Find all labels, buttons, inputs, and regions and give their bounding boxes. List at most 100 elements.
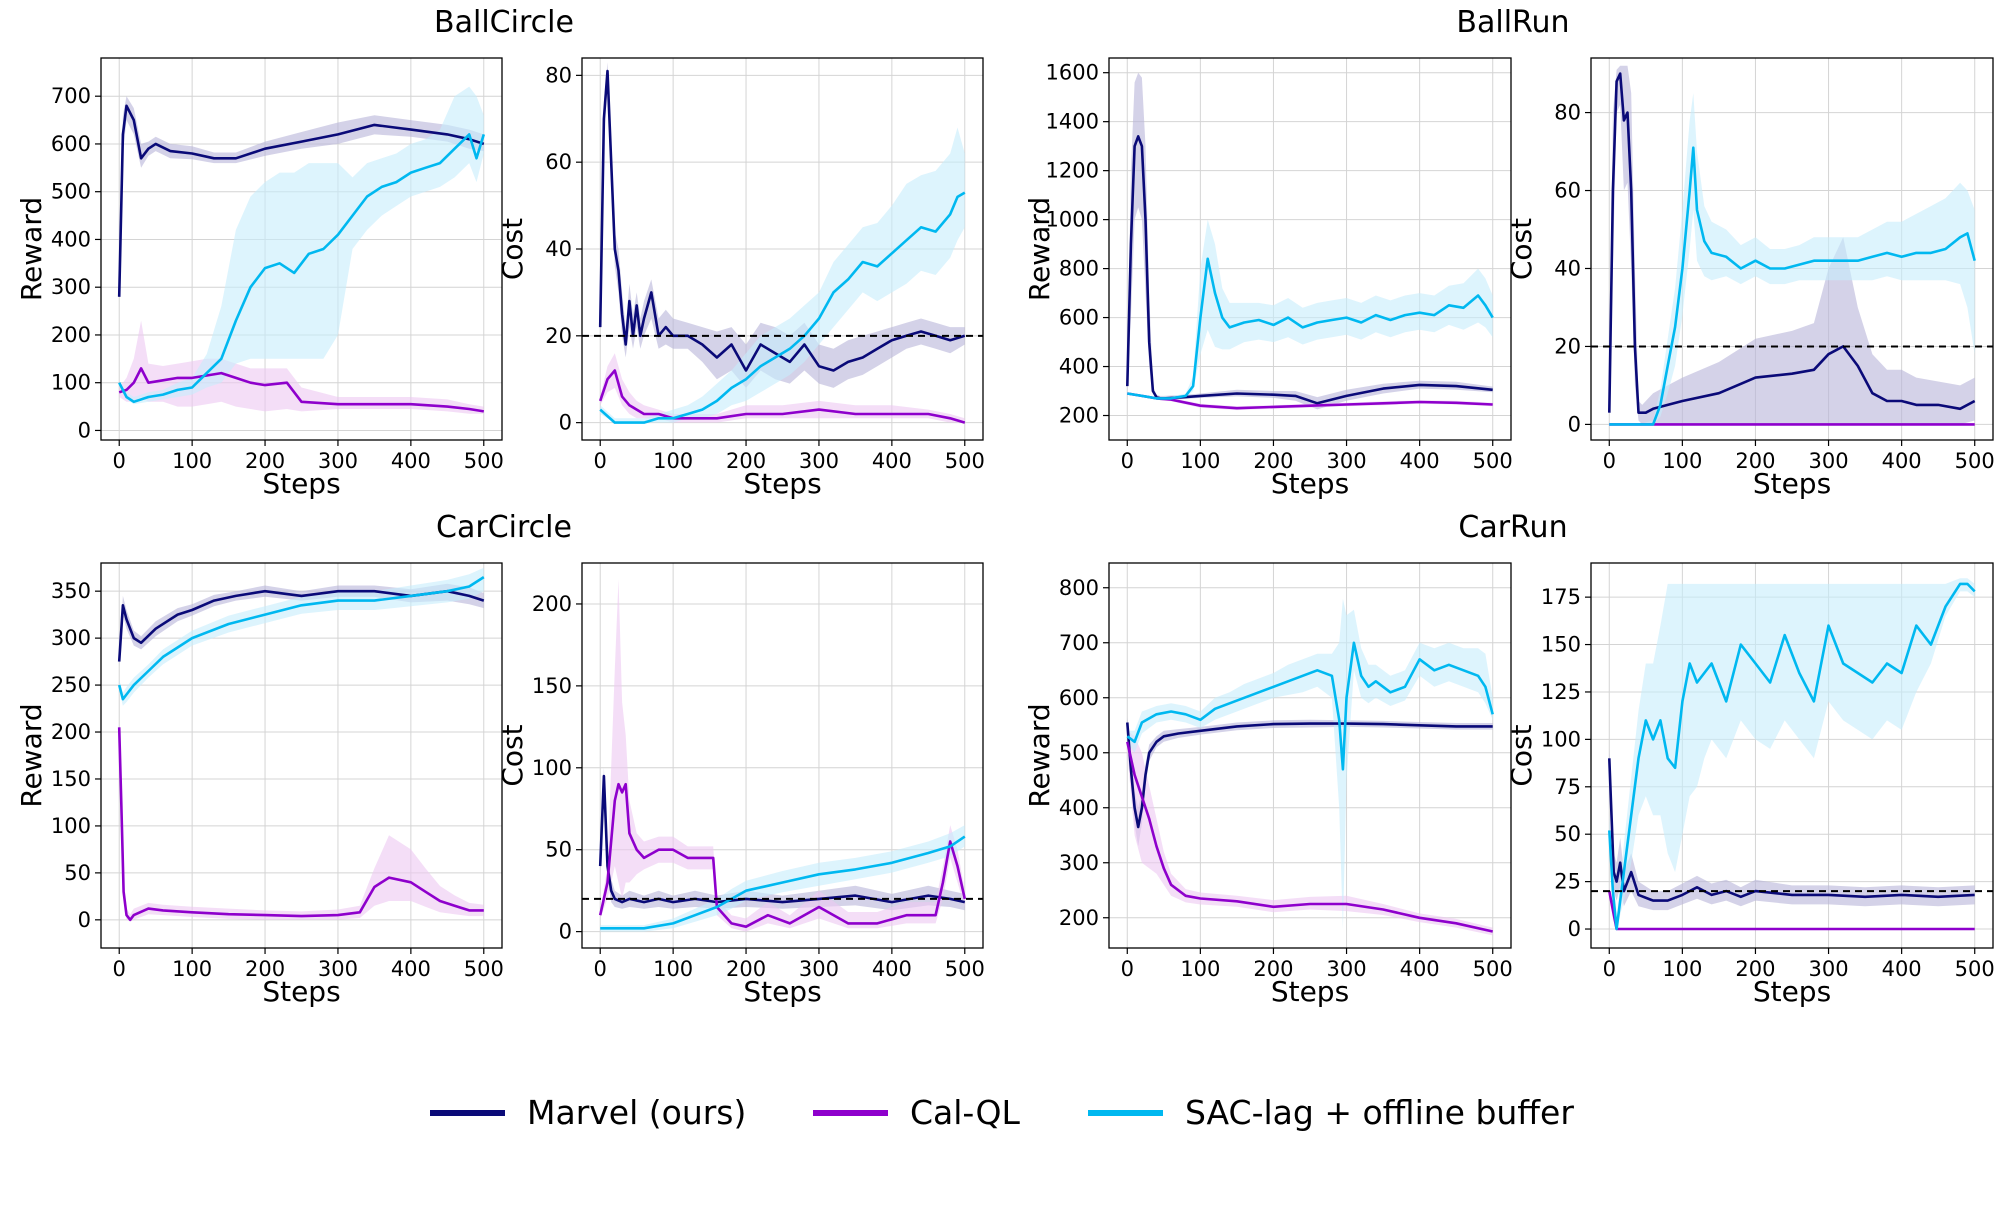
y-tick-label: 200 <box>51 323 91 347</box>
plot-area <box>1126 598 1494 936</box>
x-tick-label: 200 <box>245 449 285 473</box>
band-marvel <box>1127 717 1493 847</box>
legend-label-sac: SAC-lag + offline buffer <box>1185 1093 1574 1132</box>
x-tick-label: 100 <box>653 449 693 473</box>
panel-frame <box>1590 57 1994 441</box>
series-line-marvel <box>1126 135 1493 405</box>
x-tick-label: 0 <box>594 957 607 981</box>
x-axis-label: Steps <box>1753 467 1831 500</box>
x-tick-label: 100 <box>1180 449 1220 473</box>
x-tick-label: 500 <box>1955 449 1995 473</box>
x-axis-label: Steps <box>1753 975 1831 1008</box>
y-axis-label: Cost <box>1505 218 1538 280</box>
x-tick-label: 100 <box>172 957 212 981</box>
x-axis-label: Steps <box>1271 975 1349 1008</box>
y-tick-label: 20 <box>545 324 572 348</box>
y-tick-label: 400 <box>1059 355 1099 379</box>
x-tick-label: 300 <box>1326 957 1366 981</box>
x-tick-label: 200 <box>1735 449 1775 473</box>
x-axis-label: Steps <box>743 467 821 500</box>
x-axis-label: Steps <box>743 975 821 1008</box>
x-tick-label: 300 <box>1808 449 1848 473</box>
panel-carrun-reward: 0 100 200 300 400 500 200 300 400 500 600 700 800 Ste… <box>1023 562 1513 1008</box>
y-tick-label: 250 <box>51 673 91 697</box>
y-tick-label: 50 <box>64 861 91 885</box>
y-tick-label: 350 <box>51 579 91 603</box>
x-tick-label: 200 <box>1735 957 1775 981</box>
band-sac <box>600 825 965 932</box>
y-tick-label: 80 <box>545 63 572 87</box>
x-tick-label: 200 <box>726 449 766 473</box>
x-tick-label: 0 <box>113 449 126 473</box>
plot-area <box>1591 578 1993 931</box>
y-axis-label: Cost <box>496 218 529 280</box>
panels: 0 100 200 300 400 5000100200300400500600700St… <box>15 57 1995 1008</box>
y-tick-label: 60 <box>1554 179 1581 203</box>
y-tick-label: 600 <box>1059 306 1099 330</box>
series-line-sac <box>599 191 966 424</box>
panel-carcircle-reward: 0 100 200 300 400 500 0 50 100 150 200 250 300 350 Ste… <box>15 562 504 1008</box>
y-tick-label: 1000 <box>1046 208 1099 232</box>
y-axis-label: Reward <box>15 197 48 301</box>
y-tick-label: 75 <box>1554 775 1581 799</box>
panel-frame <box>1108 57 1512 441</box>
band-marvel <box>119 583 484 667</box>
band-calql <box>119 320 484 414</box>
y-tick-label: 0 <box>78 418 91 442</box>
y-tick-label: 100 <box>1541 727 1581 751</box>
series-line-calql <box>117 727 484 922</box>
panel-ballrun-cost: 0 100 200 300 400 500 0 20 40 60 80 Steps Cost <box>1505 57 1995 500</box>
series-line-marvel <box>1126 722 1493 829</box>
y-tick-label: 1400 <box>1046 110 1099 134</box>
x-tick-label: 400 <box>872 957 912 981</box>
x-axis-label: Steps <box>262 467 340 500</box>
x-tick-label: 0 <box>594 449 607 473</box>
legend-label-marvel: Marvel (ours) <box>527 1093 746 1132</box>
y-tick-label: 200 <box>1059 906 1099 930</box>
series-line-calql <box>1126 741 1493 933</box>
x-tick-label: 400 <box>391 957 431 981</box>
panel-carrun-cost: 0 100 200 300 400 500 0 25 50 75 100 125 150 175 Steps… <box>1505 562 1995 1008</box>
band-sac <box>119 567 484 706</box>
y-tick-label: 800 <box>1059 257 1099 281</box>
x-tick-label: 300 <box>318 449 358 473</box>
y-tick-label: 600 <box>1059 686 1099 710</box>
series-line-sac <box>118 133 486 404</box>
x-tick-label: 300 <box>799 957 839 981</box>
x-tick-label: 400 <box>1400 449 1440 473</box>
y-tick-label: 0 <box>1568 917 1581 941</box>
x-tick-label: 500 <box>1473 449 1513 473</box>
y-tick-label: 175 <box>1541 585 1581 609</box>
y-axis-label: Reward <box>15 703 48 807</box>
band-marvel <box>119 96 484 297</box>
band-marvel <box>1127 72 1493 410</box>
series-line-marvel <box>117 104 485 297</box>
plot-area <box>1126 72 1494 411</box>
panel-frame <box>1108 562 1512 949</box>
x-tick-label: 300 <box>1326 449 1366 473</box>
x-tick-label: 500 <box>1473 957 1513 981</box>
y-tick-label: 20 <box>1554 334 1581 358</box>
panel-ballcircle-reward: 0 100 200 300 400 500 0 100 200 300 400 500 600 700 St… <box>15 57 504 500</box>
y-tick-label: 200 <box>1059 404 1099 428</box>
x-tick-label: 0 <box>1603 957 1616 981</box>
y-tick-label: 25 <box>1554 870 1581 894</box>
y-tick-label: 300 <box>51 626 91 650</box>
x-axis-label: Steps <box>1271 467 1349 500</box>
y-tick-label: 700 <box>51 84 91 108</box>
y-tick-label: 0 <box>559 411 572 435</box>
x-tick-label: 100 <box>1662 449 1702 473</box>
y-axis-label: Reward <box>1023 703 1056 807</box>
y-axis-label: Reward <box>1023 197 1056 301</box>
y-tick-label: 300 <box>1059 851 1099 875</box>
y-tick-label: 40 <box>545 237 572 261</box>
y-tick-label: 100 <box>51 371 91 395</box>
y-tick-label: 0 <box>559 920 572 944</box>
x-tick-label: 400 <box>872 449 912 473</box>
x-tick-label: 100 <box>653 957 693 981</box>
plot-area <box>117 86 486 414</box>
series-line-sac <box>1126 641 1494 771</box>
